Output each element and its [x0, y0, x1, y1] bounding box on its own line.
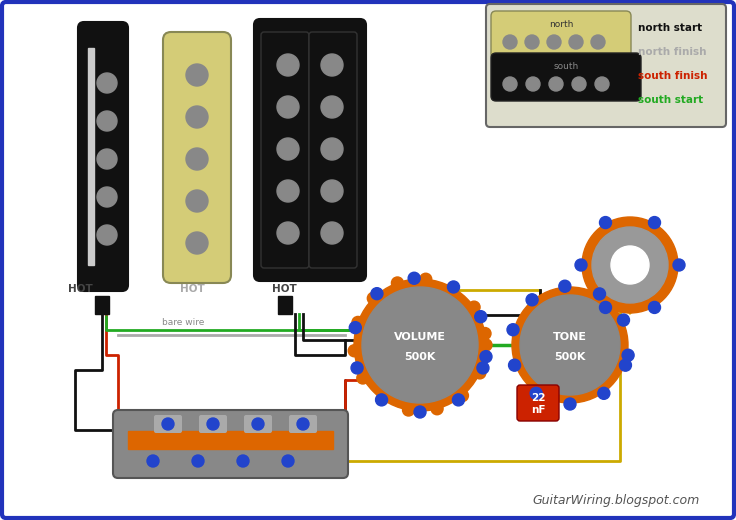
Circle shape: [595, 77, 609, 91]
Circle shape: [375, 394, 388, 406]
Circle shape: [572, 77, 586, 91]
Circle shape: [162, 418, 174, 430]
Circle shape: [575, 259, 587, 271]
Circle shape: [321, 54, 343, 76]
Circle shape: [525, 35, 539, 49]
Circle shape: [591, 35, 605, 49]
Circle shape: [549, 77, 563, 91]
FancyBboxPatch shape: [491, 11, 631, 59]
Circle shape: [186, 190, 208, 212]
Circle shape: [297, 418, 309, 430]
Bar: [278, 296, 292, 314]
Circle shape: [547, 35, 561, 49]
Circle shape: [503, 35, 517, 49]
Circle shape: [357, 372, 369, 384]
FancyBboxPatch shape: [244, 415, 272, 433]
FancyBboxPatch shape: [154, 415, 182, 433]
Circle shape: [559, 280, 571, 292]
FancyBboxPatch shape: [491, 53, 641, 101]
Circle shape: [352, 317, 364, 329]
Circle shape: [622, 349, 634, 361]
Circle shape: [350, 322, 361, 334]
Circle shape: [600, 302, 612, 314]
Text: 22: 22: [531, 393, 545, 403]
FancyBboxPatch shape: [517, 385, 559, 421]
Circle shape: [526, 77, 540, 91]
Circle shape: [277, 180, 299, 202]
Circle shape: [592, 227, 668, 303]
Circle shape: [477, 362, 489, 374]
Circle shape: [282, 455, 294, 467]
Circle shape: [408, 272, 420, 284]
Text: HOT: HOT: [272, 284, 297, 294]
Circle shape: [648, 216, 660, 229]
Circle shape: [354, 279, 486, 411]
Bar: [128, 431, 333, 449]
Circle shape: [321, 138, 343, 160]
Circle shape: [648, 302, 660, 314]
Circle shape: [564, 398, 576, 410]
Circle shape: [392, 277, 403, 289]
Circle shape: [456, 389, 468, 401]
Circle shape: [507, 324, 519, 336]
Text: nF: nF: [531, 405, 545, 415]
Circle shape: [237, 455, 249, 467]
Circle shape: [447, 282, 459, 294]
FancyBboxPatch shape: [78, 22, 128, 291]
Circle shape: [673, 259, 685, 271]
Circle shape: [447, 281, 459, 293]
Circle shape: [277, 222, 299, 244]
Circle shape: [479, 328, 491, 340]
Text: south start: south start: [638, 95, 703, 105]
Circle shape: [277, 54, 299, 76]
Circle shape: [600, 216, 612, 229]
Circle shape: [97, 149, 117, 169]
Circle shape: [207, 418, 219, 430]
Circle shape: [512, 287, 628, 403]
Text: south finish: south finish: [638, 71, 707, 81]
Circle shape: [611, 246, 649, 284]
Circle shape: [453, 394, 464, 406]
Circle shape: [431, 403, 443, 415]
Circle shape: [468, 301, 480, 313]
Circle shape: [97, 111, 117, 131]
Circle shape: [367, 292, 379, 304]
Text: HOT: HOT: [68, 284, 93, 294]
Circle shape: [593, 288, 606, 300]
FancyBboxPatch shape: [289, 415, 317, 433]
FancyBboxPatch shape: [254, 19, 366, 281]
FancyBboxPatch shape: [113, 410, 348, 478]
Circle shape: [362, 287, 478, 403]
Circle shape: [526, 294, 538, 306]
Circle shape: [376, 393, 388, 405]
Bar: [88, 48, 94, 265]
Text: 500K: 500K: [404, 352, 436, 362]
Circle shape: [403, 404, 414, 416]
Circle shape: [569, 35, 583, 49]
FancyBboxPatch shape: [486, 4, 726, 127]
Circle shape: [186, 148, 208, 170]
Circle shape: [620, 359, 631, 371]
Circle shape: [97, 73, 117, 93]
Circle shape: [480, 350, 492, 362]
Circle shape: [618, 314, 629, 326]
Text: bare wire: bare wire: [162, 318, 205, 327]
Circle shape: [371, 288, 383, 300]
Text: south: south: [553, 61, 578, 71]
Circle shape: [277, 96, 299, 118]
Circle shape: [474, 367, 486, 379]
Circle shape: [475, 310, 486, 323]
Circle shape: [277, 138, 299, 160]
Circle shape: [186, 64, 208, 86]
Bar: [95, 296, 109, 314]
Circle shape: [186, 232, 208, 254]
Circle shape: [509, 359, 520, 371]
FancyBboxPatch shape: [163, 32, 231, 283]
FancyBboxPatch shape: [261, 32, 309, 268]
Circle shape: [598, 387, 610, 399]
Circle shape: [530, 387, 542, 399]
Text: north start: north start: [638, 23, 702, 33]
Text: TONE: TONE: [553, 332, 587, 342]
Circle shape: [147, 455, 159, 467]
